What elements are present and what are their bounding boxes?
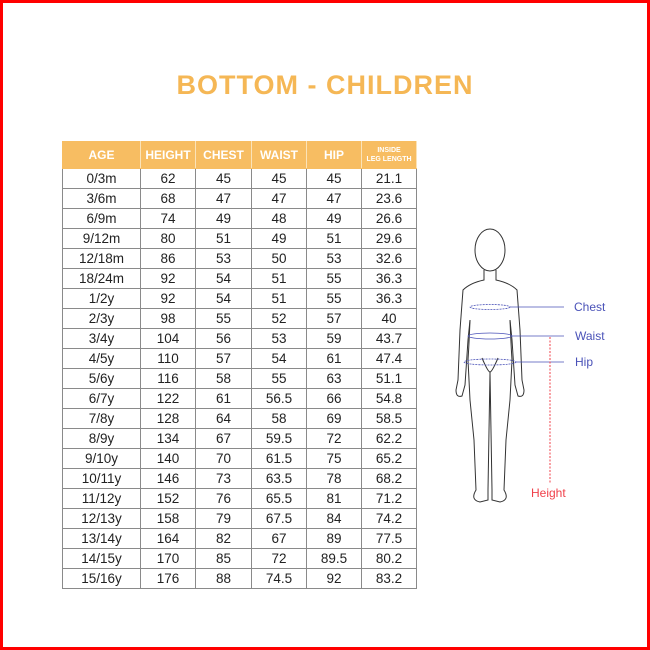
table-cell: 92: [140, 288, 196, 309]
table-cell: 59.5: [251, 428, 307, 449]
table-cell: 62: [140, 168, 196, 189]
table-cell: 8/9y: [62, 428, 141, 449]
table-cell: 36.3: [361, 288, 417, 309]
table-cell: 55: [195, 308, 252, 329]
hip-label: Hip: [575, 355, 593, 369]
column-header: INSIDE LEG LENGTH: [361, 141, 417, 169]
table-cell: 84: [306, 508, 362, 529]
chest-label: Chest: [574, 300, 606, 314]
table-cell: 51: [251, 268, 307, 289]
table-cell: 67.5: [251, 508, 307, 529]
table-cell: 0/3m: [62, 168, 141, 189]
table-cell: 65.2: [361, 448, 417, 469]
table-cell: 4/5y: [62, 348, 141, 369]
table-cell: 3/4y: [62, 328, 141, 349]
table-cell: 59: [306, 328, 362, 349]
table-row: 3/6m 68 47 47 47 23.6: [62, 188, 417, 209]
table-row: 1/2y 92 54 51 55 36.3: [62, 288, 417, 309]
table-cell: 21.1: [361, 168, 417, 189]
table-cell: 54: [195, 268, 252, 289]
table-cell: 6/9m: [62, 208, 141, 229]
table-cell: 10/11y: [62, 468, 141, 489]
table-cell: 71.2: [361, 488, 417, 509]
table-row: 11/12y 152 76 65.5 81 71.2: [62, 488, 417, 509]
table-cell: 9/10y: [62, 448, 141, 469]
table-cell: 58: [195, 368, 252, 389]
table-cell: 53: [306, 248, 362, 269]
table-cell: 122: [140, 388, 196, 409]
table-row: 4/5y 110 57 54 61 47.4: [62, 348, 417, 369]
child-body-outline: [455, 228, 525, 503]
table-cell: 78: [306, 468, 362, 489]
table-row: 9/10y 140 70 61.5 75 65.2: [62, 448, 417, 469]
table-cell: 15/16y: [62, 568, 141, 589]
table-header-row: AGE HEIGHT CHEST WAIST HIP INSIDE LEG LENGTH: [62, 141, 417, 169]
table-cell: 176: [140, 568, 196, 589]
column-header: HIP: [306, 141, 362, 169]
table-cell: 75: [306, 448, 362, 469]
table-cell: 88: [195, 568, 252, 589]
table-cell: 152: [140, 488, 196, 509]
column-header: WAIST: [251, 141, 307, 169]
table-cell: 53: [195, 248, 252, 269]
table-cell: 55: [251, 368, 307, 389]
table-cell: 74.5: [251, 568, 307, 589]
measure-lines: [463, 304, 564, 366]
table-cell: 83.2: [361, 568, 417, 589]
table-cell: 92: [140, 268, 196, 289]
table-cell: 72: [251, 548, 307, 569]
table-row: 6/7y 122 61 56.5 66 54.8: [62, 388, 417, 409]
table-row: 12/13y 158 79 67.5 84 74.2: [62, 508, 417, 529]
waist-label: Waist: [575, 329, 605, 343]
column-header: HEIGHT: [140, 141, 196, 169]
table-cell: 70: [195, 448, 252, 469]
table-row: 14/15y 170 85 72 89.5 80.2: [62, 548, 417, 569]
table-cell: 92: [306, 568, 362, 589]
table-cell: 56.5: [251, 388, 307, 409]
table-cell: 61: [195, 388, 252, 409]
table-cell: 14/15y: [62, 548, 141, 569]
table-cell: 68.2: [361, 468, 417, 489]
table-cell: 32.6: [361, 248, 417, 269]
table-row: 0/3m 62 45 45 45 21.1: [62, 168, 417, 189]
height-label: Height: [531, 486, 566, 500]
table-row: 18/24m 92 54 51 55 36.3: [62, 268, 417, 289]
table-cell: 110: [140, 348, 196, 369]
table-cell: 79: [195, 508, 252, 529]
table-cell: 61: [306, 348, 362, 369]
table-cell: 62.2: [361, 428, 417, 449]
table-cell: 45: [195, 168, 252, 189]
table-cell: 82: [195, 528, 252, 549]
table-cell: 164: [140, 528, 196, 549]
table-row: 8/9y 134 67 59.5 72 62.2: [62, 428, 417, 449]
table-cell: 54: [251, 348, 307, 369]
table-cell: 104: [140, 328, 196, 349]
table-cell: 158: [140, 508, 196, 529]
table-cell: 80.2: [361, 548, 417, 569]
size-table: AGE HEIGHT CHEST WAIST HIP INSIDE LEG LENGTH 0…: [62, 141, 417, 589]
table-row: 6/9m 74 49 48 49 26.6: [62, 208, 417, 229]
table-row: 12/18m 86 53 50 53 32.6: [62, 248, 417, 269]
table-row: 15/16y 176 88 74.5 92 83.2: [62, 568, 417, 589]
table-row: 13/14y 164 82 67 89 77.5: [62, 528, 417, 549]
page-title: BOTTOM - CHILDREN: [176, 70, 474, 100]
table-cell: 86: [140, 248, 196, 269]
column-header: AGE: [62, 141, 141, 169]
table-cell: 89.5: [306, 548, 362, 569]
